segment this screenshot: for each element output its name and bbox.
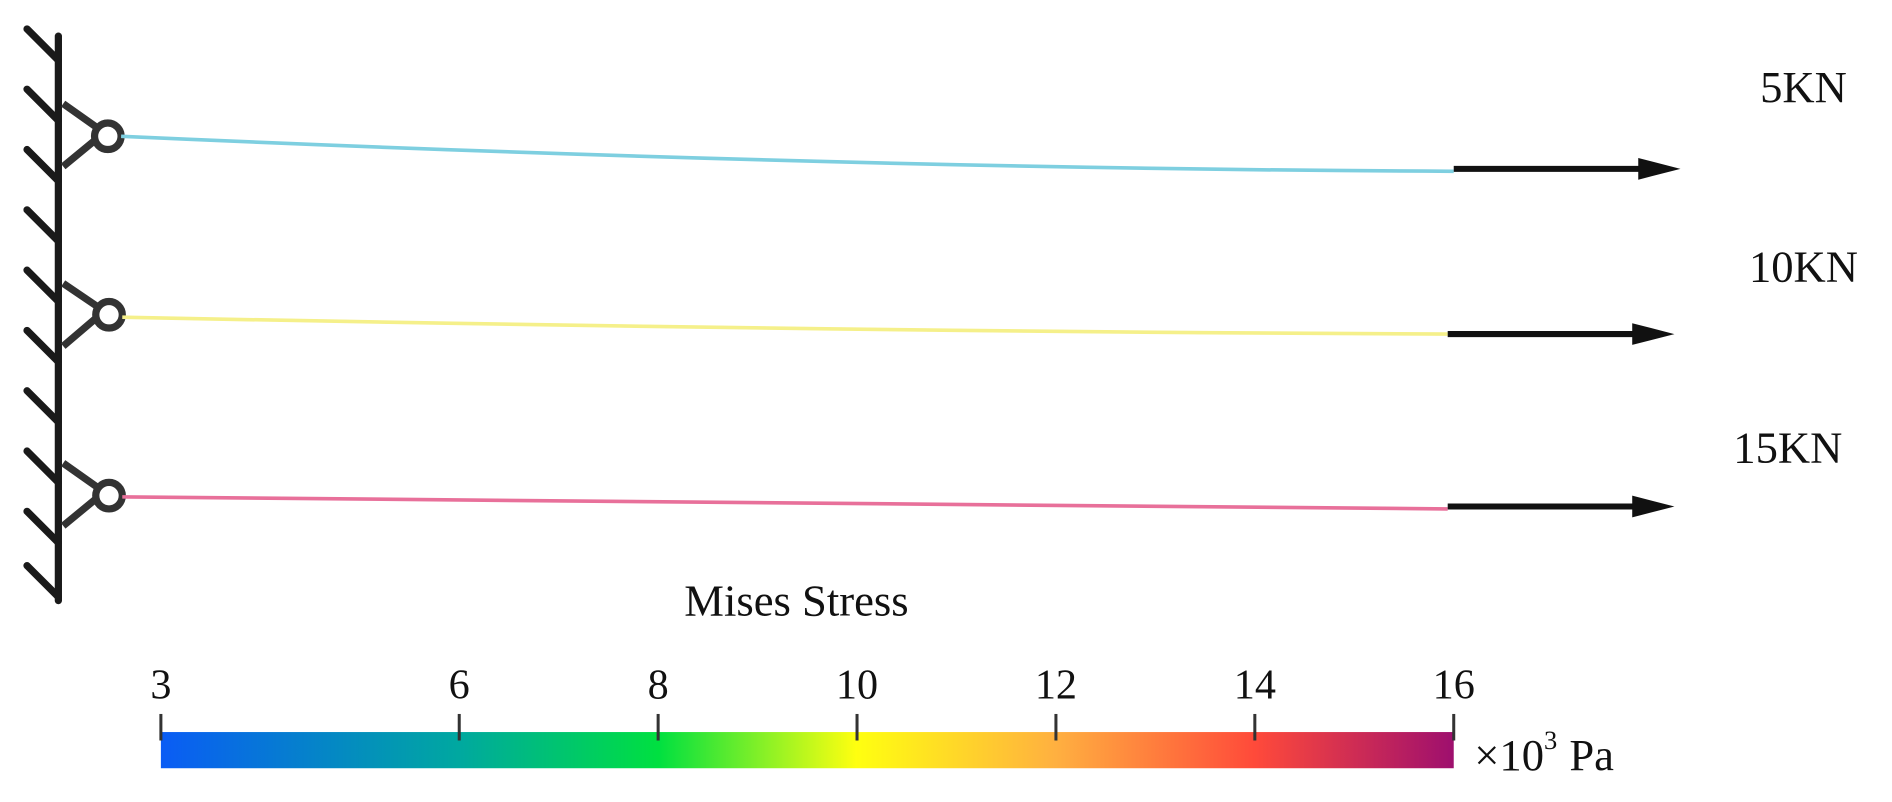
tick-label: 8 <box>648 661 669 708</box>
wall <box>23 25 62 605</box>
colorbar <box>160 732 1454 769</box>
tick-label: 6 <box>449 661 470 708</box>
colorbar-unit: ×103 Pa <box>1474 725 1614 780</box>
load-arrows <box>1447 157 1681 518</box>
cables <box>121 134 1454 511</box>
colorbar-title: Mises Stress <box>684 576 908 626</box>
tick-label: 12 <box>1035 661 1077 708</box>
unit-exponent: 3 <box>1544 725 1557 755</box>
unit-base: ×10 <box>1474 730 1544 780</box>
tick-label: 10 <box>836 661 878 708</box>
tick-label: 3 <box>150 661 171 708</box>
supports <box>60 100 126 529</box>
tick-label: 14 <box>1234 661 1276 708</box>
tick-label: 16 <box>1433 661 1475 708</box>
load-label: 5KN <box>1760 62 1847 112</box>
load-label: 15KN <box>1733 422 1842 472</box>
load-label: 10KN <box>1749 242 1858 292</box>
unit-suffix: Pa <box>1569 730 1614 780</box>
